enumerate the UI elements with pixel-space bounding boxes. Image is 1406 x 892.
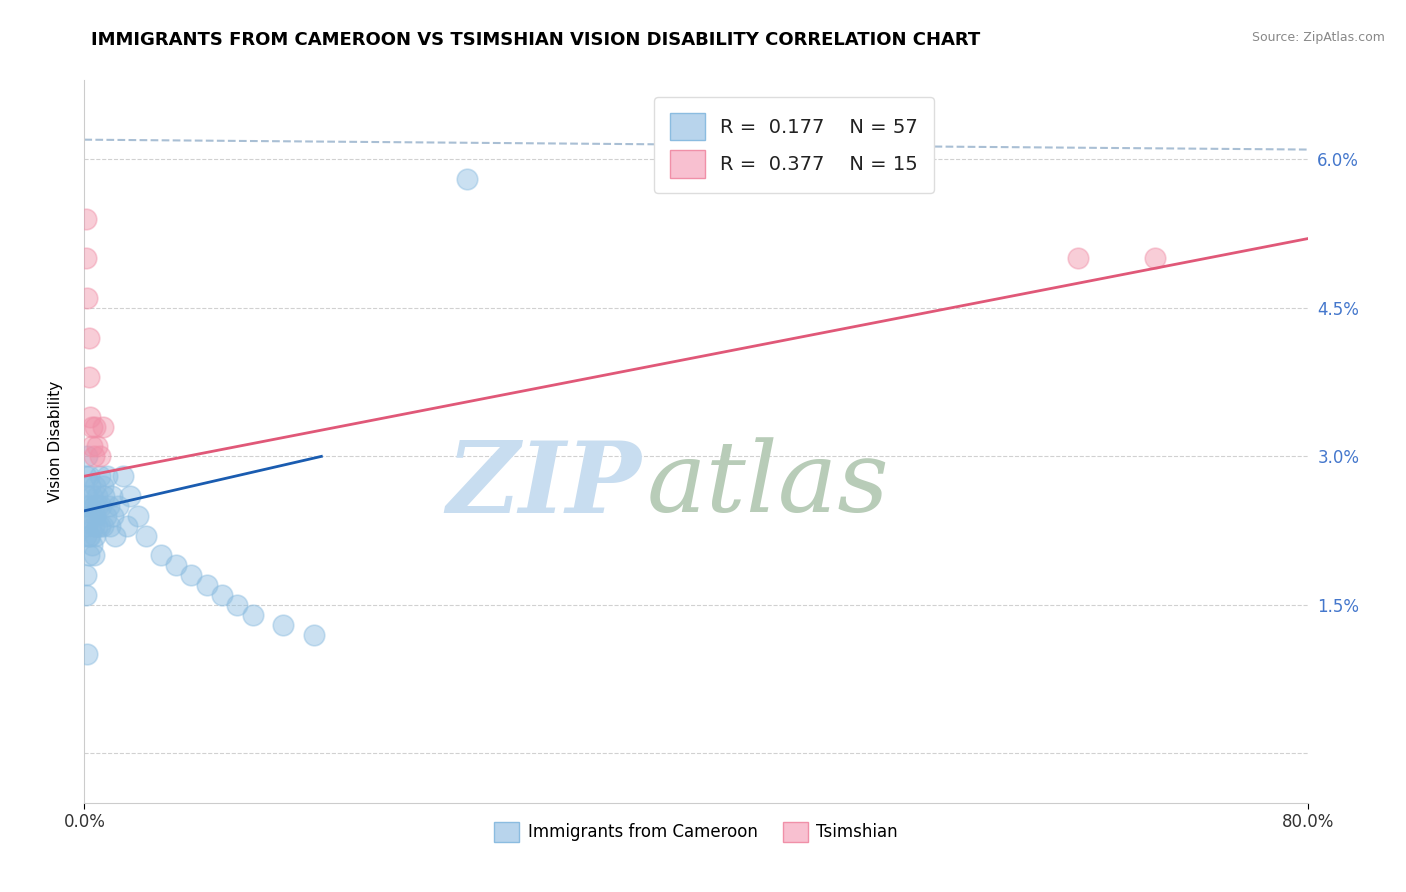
Point (76, 489, 98, 503)
Y-axis label: Vision Disability: Vision Disability (48, 381, 63, 502)
Point (79, 528, 101, 542)
Point (76, 291, 98, 305)
Point (89, 469, 111, 483)
Point (165, 558, 187, 573)
Point (86, 489, 108, 503)
Point (1067, 252, 1090, 266)
Point (76, 450, 98, 464)
Point (86, 518, 108, 533)
Point (96, 469, 118, 483)
Point (83, 549, 105, 563)
Point (84, 528, 107, 542)
Point (79, 508, 101, 523)
Point (84, 479, 107, 493)
Point (111, 469, 134, 483)
Point (84, 508, 107, 523)
Point (101, 489, 124, 503)
Point (83, 450, 105, 464)
Point (302, 627, 325, 641)
Point (98, 518, 121, 533)
Point (87, 499, 110, 513)
Point (135, 528, 157, 542)
Point (75, 528, 97, 542)
Point (211, 588, 233, 602)
Point (83, 499, 105, 513)
Text: IMMIGRANTS FROM CAMEROON VS TSIMSHIAN VISION DISABILITY CORRELATION CHART: IMMIGRANTS FROM CAMEROON VS TSIMSHIAN VI… (91, 31, 980, 49)
Point (180, 568, 202, 582)
Point (91, 518, 114, 533)
Point (77, 528, 100, 542)
Text: ZIP: ZIP (446, 437, 641, 533)
Point (80, 419, 103, 434)
Point (84, 419, 107, 434)
Point (75, 469, 97, 483)
Point (103, 508, 125, 523)
Point (90, 499, 112, 513)
Point (86, 440, 108, 454)
Point (77, 370, 100, 384)
Point (77, 549, 100, 563)
Point (456, 172, 478, 186)
Point (76, 518, 98, 533)
Point (195, 578, 218, 592)
Point (79, 409, 101, 424)
Point (107, 499, 129, 513)
Point (75, 211, 97, 226)
Legend: Immigrants from Cameroon, Tsimshian: Immigrants from Cameroon, Tsimshian (488, 815, 904, 848)
Point (149, 549, 172, 563)
Text: Source: ZipAtlas.com: Source: ZipAtlas.com (1251, 31, 1385, 45)
Point (76, 648, 98, 662)
Point (80, 440, 103, 454)
Text: atlas: atlas (647, 437, 890, 533)
Point (94, 508, 117, 523)
Point (79, 479, 101, 493)
Point (127, 508, 149, 523)
Point (91, 419, 114, 434)
Point (75, 568, 97, 582)
Point (115, 518, 138, 533)
Point (80, 539, 103, 553)
Point (80, 489, 103, 503)
Point (242, 607, 264, 622)
Point (75, 252, 97, 266)
Point (91, 479, 114, 493)
Point (89, 518, 111, 533)
Point (93, 489, 115, 503)
Point (120, 489, 142, 503)
Point (97, 499, 120, 513)
Point (89, 450, 111, 464)
Point (77, 499, 100, 513)
Point (104, 528, 127, 542)
Point (271, 617, 294, 632)
Point (75, 588, 97, 602)
Point (77, 469, 100, 483)
Point (83, 518, 105, 533)
Point (226, 598, 249, 612)
Point (80, 508, 103, 523)
Point (77, 330, 100, 344)
Point (75, 499, 97, 513)
Point (1143, 252, 1166, 266)
